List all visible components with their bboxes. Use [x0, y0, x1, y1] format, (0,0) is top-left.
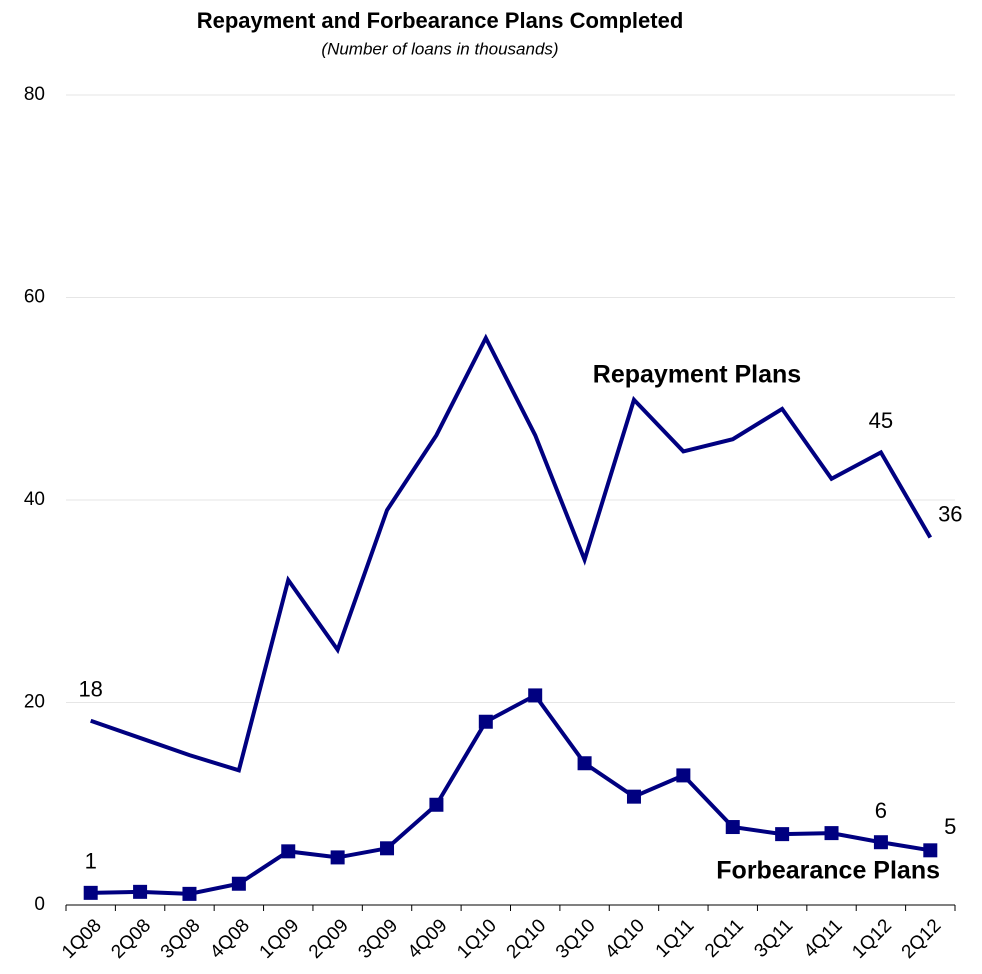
x-tick-label: 2Q11: [701, 915, 748, 962]
x-tick-label: 2Q08: [107, 915, 155, 963]
data-label: 1: [85, 849, 97, 874]
marker: [873, 835, 888, 850]
marker: [725, 820, 740, 835]
x-tick-label: 4Q08: [206, 915, 254, 963]
x-tick-label: 4Q09: [404, 915, 452, 963]
y-tick-label: 20: [24, 692, 45, 713]
data-label: 18: [78, 677, 102, 702]
data-label: 36: [938, 501, 962, 526]
x-tick-label: 1Q10: [453, 915, 501, 963]
data-label: 45: [869, 408, 893, 433]
marker: [133, 884, 148, 899]
marker: [281, 844, 296, 859]
y-tick-label: 40: [24, 489, 45, 510]
x-tick-label: 4Q11: [800, 915, 847, 962]
marker: [923, 843, 938, 858]
marker: [83, 885, 98, 900]
marker: [429, 797, 444, 812]
x-tick-label: 3Q11: [750, 915, 797, 962]
x-tick-label: 2Q12: [898, 915, 946, 963]
x-tick-label: 3Q08: [157, 915, 205, 963]
y-tick-label: 80: [24, 84, 45, 105]
marker: [775, 827, 790, 842]
x-tick-label: 1Q12: [848, 915, 896, 963]
marker: [528, 688, 543, 703]
y-tick-label: 0: [34, 894, 45, 915]
marker: [380, 841, 395, 856]
marker: [626, 789, 641, 804]
x-tick-label: 1Q11: [652, 915, 699, 962]
marker: [676, 768, 691, 783]
marker: [182, 886, 197, 901]
x-tick-label: 1Q08: [58, 915, 106, 963]
data-label: 6: [875, 798, 887, 823]
series-label: Forbearance Plans: [716, 857, 940, 885]
marker: [824, 826, 839, 841]
y-tick-label: 60: [24, 287, 45, 308]
x-tick-label: 4Q10: [601, 915, 649, 963]
series-label: Repayment Plans: [593, 361, 801, 389]
marker: [478, 714, 493, 729]
series-line: [90, 692, 931, 896]
marker: [231, 876, 246, 891]
marker: [330, 850, 345, 865]
x-tick-label: 2Q09: [305, 915, 353, 963]
series-line: [90, 333, 933, 773]
marker: [577, 756, 592, 771]
x-tick-label: 3Q10: [552, 915, 600, 963]
x-tick-label: 1Q09: [256, 915, 304, 963]
x-tick-label: 3Q09: [354, 915, 402, 963]
chart-subtitle: (Number of loans in thousands): [321, 39, 558, 58]
chart-title: Repayment and Forbearance Plans Complete…: [197, 8, 684, 33]
data-label: 5: [944, 814, 956, 839]
x-tick-label: 2Q10: [503, 915, 551, 963]
